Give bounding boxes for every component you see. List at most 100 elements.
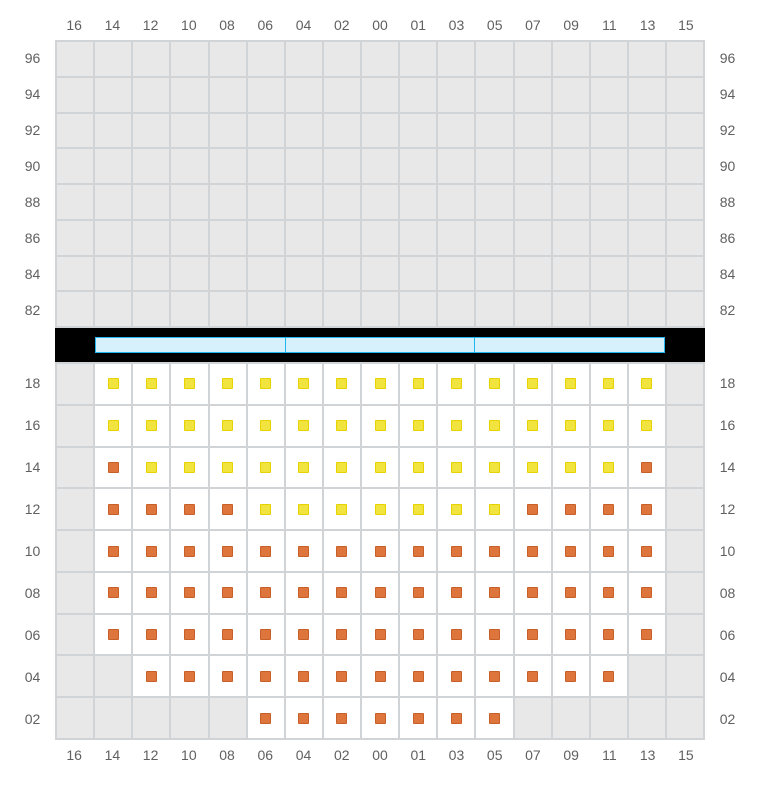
seat-cell[interactable] [590,447,628,489]
seat-cell[interactable] [628,447,666,489]
seat-cell[interactable] [475,572,513,614]
seat-cell[interactable] [475,447,513,489]
seat-cell[interactable] [132,363,170,405]
seat-cell[interactable] [170,363,208,405]
seat-cell[interactable] [361,697,399,739]
seat-cell[interactable] [590,572,628,614]
seat-cell[interactable] [170,488,208,530]
seat-cell[interactable] [552,530,590,572]
seat-cell[interactable] [285,363,323,405]
seat-cell[interactable] [628,405,666,447]
seat-cell[interactable] [170,447,208,489]
seat-cell[interactable] [285,447,323,489]
seat-cell[interactable] [170,614,208,656]
seat-cell[interactable] [94,488,132,530]
seat-cell[interactable] [437,405,475,447]
seat-cell[interactable] [399,447,437,489]
seat-cell[interactable] [94,530,132,572]
seat-cell[interactable] [132,530,170,572]
seat-cell[interactable] [514,572,552,614]
seat-cell[interactable] [399,405,437,447]
seat-cell[interactable] [361,447,399,489]
seat-cell[interactable] [590,363,628,405]
seat-cell[interactable] [323,447,361,489]
seat-cell[interactable] [247,488,285,530]
seat-cell[interactable] [475,655,513,697]
seat-cell[interactable] [94,572,132,614]
seat-cell[interactable] [247,655,285,697]
seat-cell[interactable] [437,655,475,697]
seat-cell[interactable] [209,530,247,572]
seat-cell[interactable] [514,363,552,405]
seat-cell[interactable] [170,655,208,697]
seat-cell[interactable] [247,614,285,656]
seat-cell[interactable] [209,488,247,530]
seat-cell[interactable] [552,655,590,697]
seat-cell[interactable] [209,447,247,489]
seat-cell[interactable] [323,697,361,739]
seat-cell[interactable] [132,488,170,530]
seat-cell[interactable] [399,697,437,739]
seat-cell[interactable] [437,530,475,572]
seat-cell[interactable] [170,530,208,572]
seat-cell[interactable] [475,363,513,405]
seat-cell[interactable] [399,614,437,656]
seat-cell[interactable] [475,488,513,530]
seat-cell[interactable] [285,530,323,572]
seat-cell[interactable] [399,363,437,405]
seat-cell[interactable] [361,614,399,656]
seat-cell[interactable] [475,697,513,739]
seat-cell[interactable] [209,614,247,656]
seat-cell[interactable] [94,363,132,405]
seat-cell[interactable] [399,488,437,530]
seat-cell[interactable] [552,447,590,489]
seat-cell[interactable] [94,614,132,656]
seat-cell[interactable] [514,530,552,572]
seat-cell[interactable] [590,488,628,530]
seat-cell[interactable] [323,363,361,405]
seat-cell[interactable] [247,697,285,739]
seat-cell[interactable] [552,572,590,614]
seat-cell[interactable] [323,530,361,572]
seat-cell[interactable] [132,572,170,614]
seat-cell[interactable] [514,655,552,697]
seat-cell[interactable] [247,363,285,405]
seat-cell[interactable] [590,405,628,447]
seat-cell[interactable] [399,530,437,572]
seat-cell[interactable] [475,405,513,447]
seat-cell[interactable] [361,363,399,405]
seat-cell[interactable] [437,697,475,739]
seat-cell[interactable] [437,363,475,405]
seat-cell[interactable] [475,614,513,656]
seat-cell[interactable] [209,363,247,405]
seat-cell[interactable] [247,530,285,572]
seat-cell[interactable] [209,655,247,697]
seat-cell[interactable] [514,614,552,656]
seat-cell[interactable] [552,405,590,447]
seat-cell[interactable] [285,614,323,656]
seat-cell[interactable] [209,405,247,447]
seat-cell[interactable] [590,530,628,572]
seat-cell[interactable] [628,572,666,614]
seat-cell[interactable] [132,405,170,447]
seat-cell[interactable] [361,405,399,447]
seat-cell[interactable] [247,447,285,489]
seat-cell[interactable] [552,614,590,656]
seat-cell[interactable] [361,572,399,614]
seat-cell[interactable] [437,488,475,530]
seat-cell[interactable] [628,363,666,405]
seat-cell[interactable] [285,697,323,739]
seat-cell[interactable] [514,488,552,530]
seat-cell[interactable] [132,614,170,656]
seat-cell[interactable] [209,572,247,614]
seat-cell[interactable] [628,530,666,572]
seat-cell[interactable] [628,488,666,530]
seat-cell[interactable] [285,488,323,530]
seat-cell[interactable] [475,530,513,572]
seat-cell[interactable] [437,572,475,614]
seat-cell[interactable] [552,363,590,405]
seat-cell[interactable] [552,488,590,530]
seat-cell[interactable] [285,572,323,614]
seat-cell[interactable] [132,447,170,489]
seat-cell[interactable] [323,614,361,656]
